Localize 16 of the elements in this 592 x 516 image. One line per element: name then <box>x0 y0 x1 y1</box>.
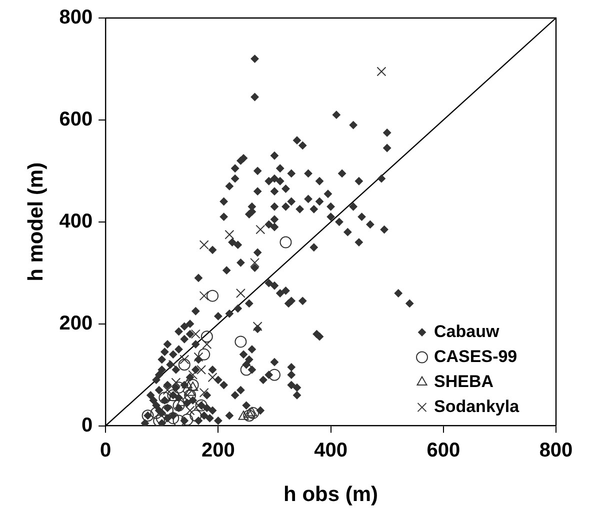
y-tick-label: 400 <box>59 210 93 232</box>
legend-label: Sodankyla <box>434 396 520 416</box>
y-tick-label: 200 <box>59 312 93 334</box>
y-tick-label: 600 <box>59 108 93 130</box>
legend-label: SHEBA <box>434 372 494 391</box>
x-tick-label: 400 <box>314 439 348 462</box>
x-axis-title: h obs (m) <box>284 483 378 506</box>
y-tick-label: 0 <box>81 414 93 436</box>
legend-label: CASES-99 <box>434 346 518 366</box>
x-tick-label: 800 <box>539 439 573 462</box>
x-tick-label: 0 <box>100 439 112 462</box>
legend-label: Cabauw <box>434 322 500 341</box>
x-tick-label: 600 <box>426 439 460 462</box>
x-tick-label: 200 <box>201 439 235 462</box>
y-tick-label: 800 <box>59 6 93 29</box>
y-axis-title: h model (m) <box>24 162 48 282</box>
